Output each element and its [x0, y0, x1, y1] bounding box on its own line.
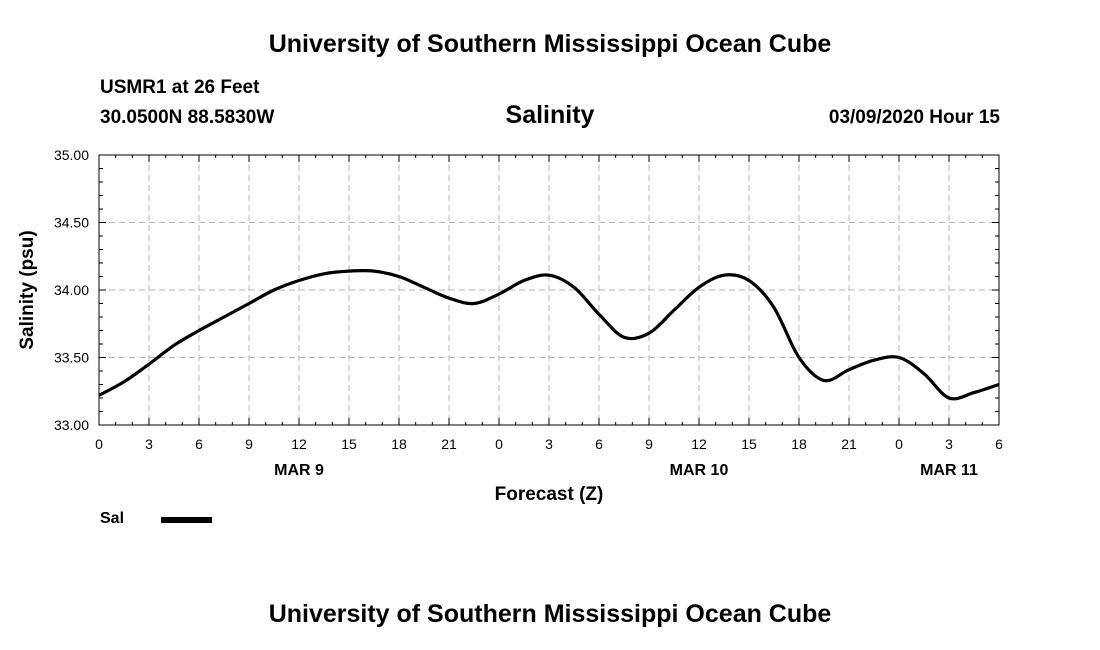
x-tick-label: 6: [595, 436, 603, 452]
date-label: MAR 9: [274, 462, 324, 479]
x-tick-label: 0: [95, 436, 103, 452]
date-label: MAR 11: [920, 462, 978, 479]
y-tick-label: 33.50: [54, 350, 89, 366]
x-axis-title: Forecast (Z): [495, 484, 604, 505]
x-tick-label: 3: [545, 436, 553, 452]
x-tick-label: 15: [341, 436, 357, 452]
x-tick-label: 0: [895, 436, 903, 452]
x-tick-label: 18: [791, 436, 807, 452]
x-tick-label: 21: [841, 436, 857, 452]
y-tick-label: 34.50: [54, 215, 89, 231]
x-tick-label: 9: [245, 436, 253, 452]
x-tick-label: 0: [495, 436, 503, 452]
x-tick-label: 12: [691, 436, 707, 452]
x-tick-label: 6: [995, 436, 1003, 452]
forecast-datetime: 03/09/2020 Hour 15: [828, 107, 1000, 128]
y-axis-title: Salinity (psu): [17, 230, 38, 349]
x-tick-label: 15: [741, 436, 757, 452]
y-tick-label: 35.00: [54, 147, 89, 163]
top-title: University of Southern Mississippi Ocean…: [268, 30, 832, 58]
x-tick-label: 18: [391, 436, 407, 452]
legend-label: Sal: [100, 510, 125, 527]
series-line-sal: [98, 268, 1000, 401]
x-tick-label: 12: [291, 436, 307, 452]
chart-title: Salinity: [505, 101, 595, 129]
legend-swatch: [161, 517, 212, 523]
axis-ticks: 0 3 6 9 12 15 18 21 0 3 6 9 12 15 18 21 0 3 6 33.00 33.50 34.…: [54, 147, 1003, 479]
x-tick-label: 6: [195, 436, 203, 452]
x-tick-label: 9: [645, 436, 653, 452]
x-tick-label: 3: [145, 436, 153, 452]
station-label: USMR1 at 26 Feet: [100, 77, 260, 98]
station-coordinates: 30.0500N 88.5830W: [100, 107, 275, 128]
bottom-title: University of Southern Mississippi Ocean…: [268, 600, 832, 628]
grid: [99, 155, 999, 425]
date-label: MAR 10: [670, 462, 729, 479]
x-tick-label: 3: [945, 436, 953, 452]
series-layer: [98, 268, 1000, 401]
y-tick-label: 33.00: [54, 417, 89, 433]
x-tick-label: 21: [441, 436, 457, 452]
y-tick-label: 34.00: [54, 282, 89, 298]
